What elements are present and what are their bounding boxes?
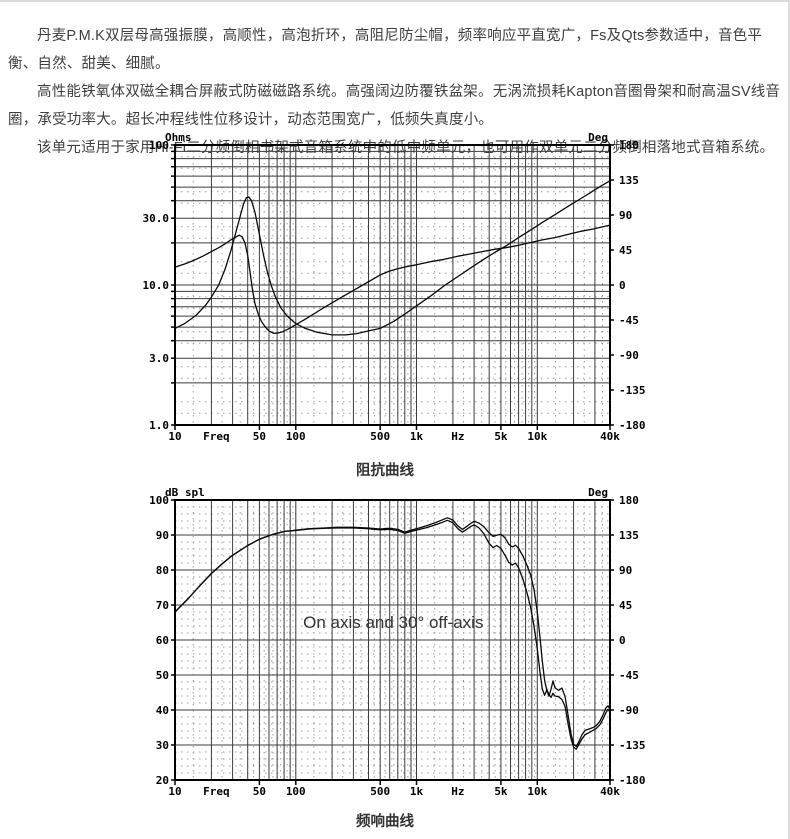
axis-tick-label: 45 (619, 244, 632, 257)
axis-tick-label: -180 (619, 419, 646, 432)
axis-tick-label: 100 (149, 494, 169, 507)
axis-tick-label: 500 (370, 430, 390, 443)
chart-annotation: On axis and 30° off-axis (303, 613, 483, 632)
axis-tick-label: 180 (619, 139, 639, 152)
axis-tick-label: 20 (156, 774, 169, 787)
phase-curve (174, 224, 611, 334)
impedance-chart-caption: 阻抗曲线 (356, 463, 414, 479)
axis-ticks (171, 499, 614, 785)
axis-tick-label: 1k (410, 785, 424, 798)
axis-tick-label: 50 (156, 669, 169, 682)
axis-tick-label: 135 (619, 529, 639, 542)
axis-tick-label: -45 (619, 669, 639, 682)
axis-tick-label: 30 (156, 739, 169, 752)
axis-tick-label: 40k (600, 785, 620, 798)
impedance-curve (174, 180, 611, 336)
axis-tick-label: 40k (600, 430, 620, 443)
axis-tick-label: 10 (168, 430, 181, 443)
axis-tick-label: 70 (156, 599, 169, 612)
frequency-response-chart-caption: 频响曲线 (356, 814, 414, 830)
axis-tick-label: 10k (527, 785, 547, 798)
axis-tick-label: 100 (286, 430, 306, 443)
axis-tick-label: 60 (156, 634, 169, 647)
axis-tick-label: Hz (451, 430, 464, 443)
impedance-chart: Ohms Deg 100 30.0 10.0 3.0 1.0 180 135 90 45 0 -45 -9… (143, 132, 646, 443)
axis-tick-label: 0 (619, 634, 626, 647)
y-left-axis-title: dB spl (165, 487, 205, 499)
axis-tick-label: 100 (149, 139, 169, 152)
axis-tick-label: 30.0 (143, 212, 170, 225)
paragraph-2: 高性能铁氧体双磁全耦合屏蔽式防磁磁路系统。高强阔边防覆铁盆架。无涡流损耗Kapt… (8, 84, 781, 128)
axis-tick-label: -135 (619, 384, 646, 397)
axis-tick-label: 500 (370, 785, 390, 798)
intro-text: 丹麦P.M.K双层母高强振膜，高顺性，高泡折环，高阻尼防尘帽，频率响应平直宽广，… (8, 22, 782, 162)
y-right-axis-title: Deg (588, 132, 608, 144)
axis-tick-label: 1.0 (149, 419, 169, 432)
axis-tick-label: 80 (156, 564, 169, 577)
y-right-axis-title: Deg (588, 487, 608, 499)
axis-tick-label: 100 (286, 785, 306, 798)
off-axis-30-curve (174, 519, 611, 750)
axis-tick-label: 180 (619, 494, 639, 507)
axis-tick-labels: Ohms Deg 100 30.0 10.0 3.0 1.0 180 135 90 45 0 -45 -9… (143, 132, 646, 443)
axis-ticks (171, 144, 614, 430)
axis-tick-label: -90 (619, 349, 639, 362)
axis-tick-label: 90 (156, 529, 169, 542)
axis-tick-label: Hz (451, 785, 464, 798)
axis-tick-label: -135 (619, 739, 646, 752)
frequency-response-chart: dB spl Deg 100 90 80 70 60 50 40 30 20 180 135 90 45 0 -… (149, 487, 645, 798)
paragraph-1: 丹麦P.M.K双层母高强振膜，高顺性，高泡折环，高阻尼防尘帽，频率响应平直宽广，… (8, 28, 763, 72)
axis-tick-labels: dB spl Deg 100 90 80 70 60 50 40 30 20 180 135 90 45 0 -… (149, 487, 645, 798)
axis-tick-label: Freq (203, 785, 230, 798)
axis-tick-label: -180 (619, 774, 646, 787)
axis-tick-label: 5k (494, 430, 508, 443)
axis-tick-label: 10k (527, 430, 547, 443)
axis-tick-label: 135 (619, 174, 639, 187)
axis-tick-label: -90 (619, 704, 639, 717)
axis-tick-label: -45 (619, 314, 639, 327)
axis-tick-label: 90 (619, 209, 632, 222)
axis-tick-label: 10.0 (143, 279, 170, 292)
axis-tick-label: Freq (203, 430, 230, 443)
axis-tick-label: 5k (494, 785, 508, 798)
axis-tick-label: 50 (253, 430, 266, 443)
axis-tick-label: 10 (168, 785, 181, 798)
grid-major (174, 144, 611, 426)
axis-tick-label: 90 (619, 564, 632, 577)
axis-tick-label: 45 (619, 599, 632, 612)
axis-tick-label: 50 (253, 785, 266, 798)
axis-tick-label: 3.0 (149, 352, 169, 365)
axis-tick-label: 40 (156, 704, 169, 717)
axis-tick-label: 1k (410, 430, 424, 443)
axis-tick-label: 0 (619, 279, 626, 292)
y-left-axis-title: Ohms (165, 132, 192, 144)
